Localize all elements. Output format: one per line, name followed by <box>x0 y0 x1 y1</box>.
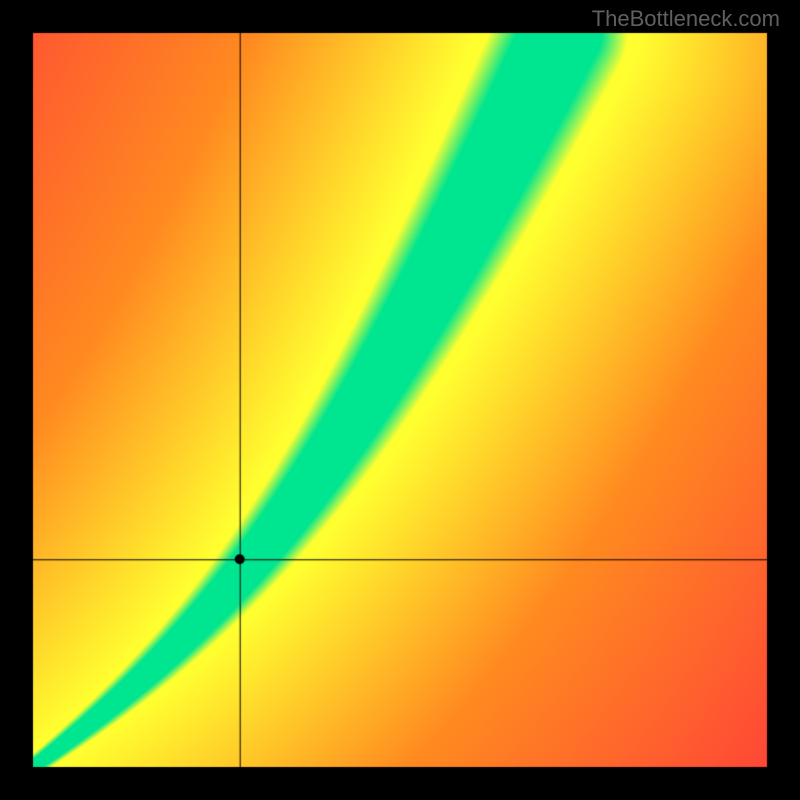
attribution-text: TheBottleneck.com <box>592 6 780 32</box>
bottleneck-heatmap <box>0 0 800 800</box>
chart-container: TheBottleneck.com <box>0 0 800 800</box>
